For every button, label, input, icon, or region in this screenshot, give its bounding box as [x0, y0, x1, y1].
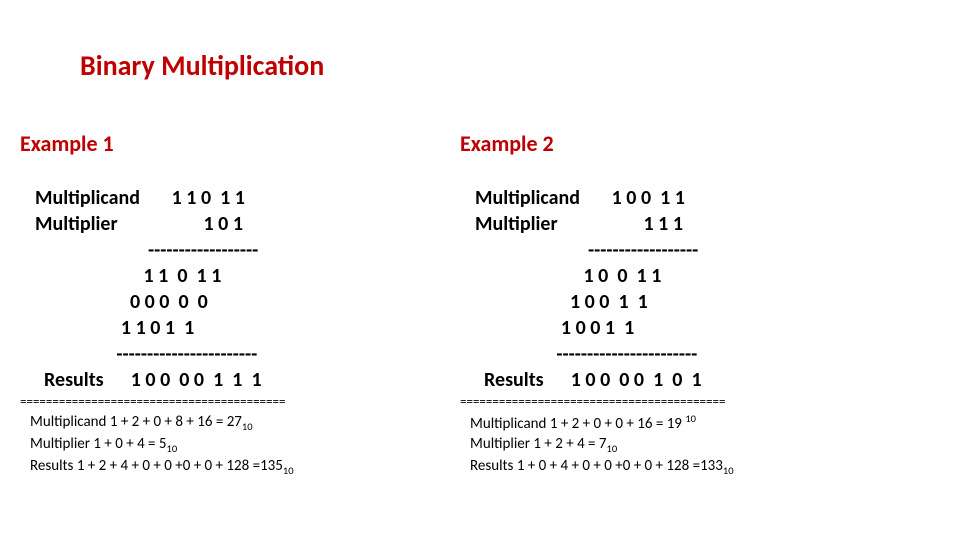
dash-line-2: ----------------------- [35, 341, 450, 367]
separator-line: ========================================… [20, 395, 450, 410]
multiplier-row: Multiplier 1 1 1 [475, 211, 890, 237]
verify-multiplicand: Multiplicand 1 + 2 + 0 + 0 + 16 = 19 10 [470, 412, 890, 434]
multiplicand-row: Multiplicand 1 1 0 1 1 [35, 185, 450, 211]
example-1-heading: Example 1 [20, 130, 450, 157]
verify-multiplicand: Multiplicand 1 + 2 + 0 + 8 + 16 = 2710 [30, 412, 450, 434]
verify-multiplier: Multiplier 1 + 0 + 4 = 510 [30, 434, 450, 456]
multiplicand-row: Multiplicand 1 0 0 1 1 [475, 185, 890, 211]
page-title: Binary Multiplication [80, 48, 324, 83]
example-2-heading: Example 2 [460, 130, 890, 157]
multiplier-row: Multiplier 1 0 1 [35, 211, 450, 237]
partial-row-0: 1 0 0 1 1 [475, 263, 890, 289]
example-1: Example 1 Multiplicand 1 1 0 1 1 Multipl… [20, 130, 450, 479]
verify-results: Results 1 + 2 + 4 + 0 + 0 +0 + 0 + 128 =… [30, 456, 450, 478]
partial-row-0: 1 1 0 1 1 [35, 263, 450, 289]
example-2: Example 2 Multiplicand 1 0 0 1 1 Multipl… [460, 130, 890, 479]
verify-results: Results 1 + 0 + 4 + 0 + 0 +0 + 0 + 128 =… [470, 456, 890, 478]
example-2-verification: Multiplicand 1 + 2 + 0 + 0 + 16 = 19 10 … [460, 412, 890, 479]
dash-line-1: ------------------ [35, 237, 450, 263]
partial-row-1: 1 0 0 1 1 [475, 289, 890, 315]
example-2-work: Multiplicand 1 0 0 1 1 Multiplier 1 1 1 … [460, 185, 890, 393]
partial-row-2: 1 0 0 1 1 [475, 315, 890, 341]
verify-multiplier: Multiplier 1 + 2 + 4 = 710 [470, 434, 890, 456]
partial-row-1: 0 0 0 0 0 [35, 289, 450, 315]
dash-line-2: ----------------------- [475, 341, 890, 367]
partial-row-2: 1 1 0 1 1 [35, 315, 450, 341]
example-1-work: Multiplicand 1 1 0 1 1 Multiplier 1 0 1 … [20, 185, 450, 393]
dash-line-1: ------------------ [475, 237, 890, 263]
title-prefix: Binary [80, 48, 155, 83]
results-row: Results 1 0 0 0 0 1 1 1 [35, 367, 450, 393]
separator-line: ========================================… [460, 395, 890, 410]
example-1-verification: Multiplicand 1 + 2 + 0 + 8 + 16 = 2710 M… [20, 412, 450, 479]
results-row: Results 1 0 0 0 0 1 0 1 [475, 367, 890, 393]
title-word: Multiplication [161, 48, 324, 83]
